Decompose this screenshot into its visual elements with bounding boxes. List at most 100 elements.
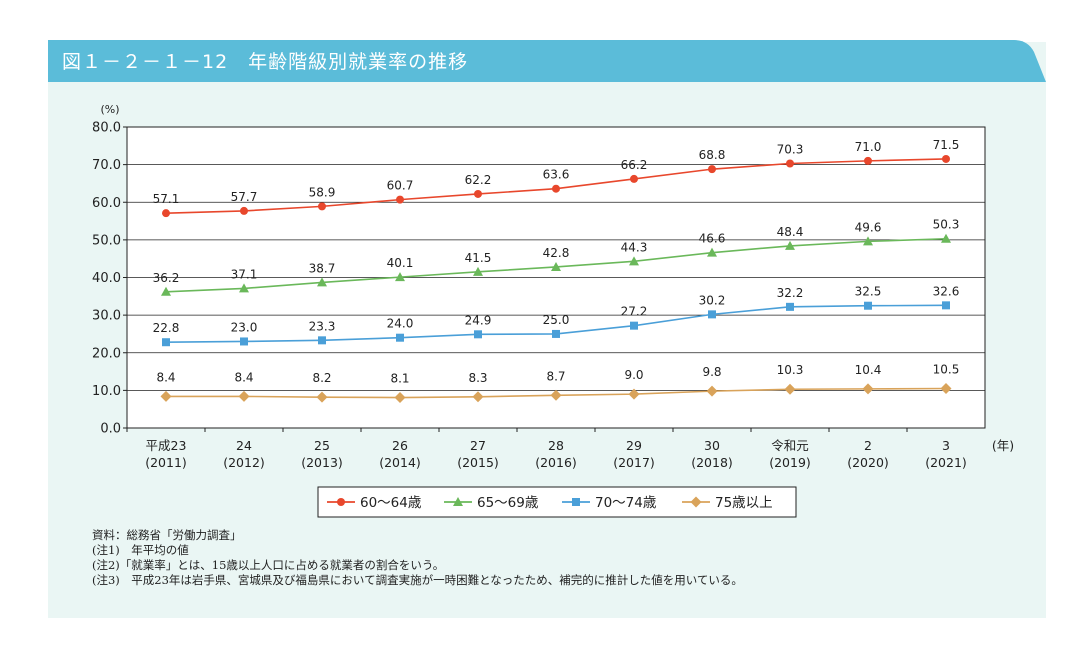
data-label: 23.3 — [309, 319, 336, 333]
data-label: 57.7 — [231, 190, 258, 204]
data-point — [238, 390, 250, 402]
data-label: 30.2 — [699, 293, 726, 307]
y-tick-label: 20.0 — [92, 346, 121, 361]
data-label: 58.9 — [309, 185, 336, 199]
data-label: 8.4 — [156, 370, 175, 384]
data-point — [942, 301, 950, 310]
data-label: 48.4 — [777, 225, 804, 239]
data-label: 68.8 — [699, 148, 726, 162]
data-point — [630, 321, 638, 330]
data-label: 8.4 — [234, 370, 253, 384]
data-point — [863, 236, 873, 246]
data-label: 63.6 — [543, 168, 570, 182]
x-tick-sublabel: (2017) — [613, 455, 655, 470]
data-point — [396, 333, 404, 342]
data-label: 44.3 — [621, 240, 648, 254]
data-point — [552, 329, 560, 338]
data-point — [240, 337, 248, 346]
data-label: 60.7 — [387, 179, 414, 193]
legend-swatch-marker — [453, 497, 463, 506]
data-label: 71.0 — [855, 140, 882, 154]
data-label: 32.2 — [777, 286, 804, 300]
x-tick-sublabel: (2016) — [535, 455, 577, 470]
data-label: 24.0 — [387, 317, 414, 331]
data-label: 66.2 — [621, 158, 648, 172]
data-point — [473, 266, 483, 276]
x-tick-label: 24 — [236, 438, 252, 453]
data-point — [862, 383, 874, 395]
y-tick-label: 10.0 — [92, 384, 121, 399]
data-label: 40.1 — [387, 256, 414, 270]
data-point — [318, 202, 326, 211]
y-tick-label: 0.0 — [100, 422, 121, 437]
legend-swatch-marker — [337, 498, 345, 506]
data-label: 36.2 — [153, 271, 180, 285]
data-label: 8.1 — [390, 372, 409, 386]
data-label: 57.1 — [153, 192, 180, 206]
legend-box — [317, 486, 797, 518]
data-label: 37.1 — [231, 267, 258, 281]
data-label: 8.2 — [312, 371, 331, 385]
data-label: 50.3 — [933, 218, 960, 232]
data-point — [630, 174, 638, 183]
figure-title: 図１－２－１－12 年齢階級別就業率の推移 — [62, 51, 469, 73]
data-point — [316, 391, 328, 403]
data-label: 8.7 — [546, 369, 565, 383]
data-label: 9.0 — [624, 368, 643, 382]
note-source: 資料：総務省「労働力調査」 — [92, 528, 242, 542]
y-tick-label: 40.0 — [92, 271, 121, 286]
data-point — [472, 391, 484, 403]
notes-block: 資料：総務省「労働力調査」 (注1) 年平均の値 (注2)「就業率」とは、15歳… — [92, 528, 743, 588]
data-point — [318, 336, 326, 345]
y-tick-label: 50.0 — [92, 233, 121, 248]
x-tick-label: 令和元 — [771, 438, 809, 453]
x-tick-sublabel: (2021) — [925, 455, 967, 470]
legend-swatch-marker — [690, 496, 702, 508]
data-label: 32.5 — [855, 285, 882, 299]
data-point — [474, 330, 482, 339]
x-axis-unit: (年) — [992, 438, 1014, 453]
x-tick-label: 27 — [470, 438, 486, 453]
note-2: (注2)「就業率」とは、15歳以上人口に占める就業者の割合をいう。 — [92, 558, 445, 572]
data-point — [240, 206, 248, 215]
x-tick-sublabel: (2020) — [847, 455, 889, 470]
data-point — [864, 156, 872, 165]
data-label: 9.8 — [702, 365, 721, 379]
data-point — [941, 233, 951, 243]
data-point — [474, 189, 482, 198]
data-label: 25.0 — [543, 313, 570, 327]
x-tick-sublabel: (2018) — [691, 455, 733, 470]
data-label: 8.3 — [468, 371, 487, 385]
data-point — [317, 277, 327, 287]
data-label: 42.8 — [543, 246, 570, 260]
y-tick-label: 70.0 — [92, 158, 121, 173]
data-point — [940, 382, 952, 394]
x-tick-label: 28 — [548, 438, 564, 453]
data-label: 71.5 — [933, 138, 960, 152]
data-label: 49.6 — [855, 220, 882, 234]
y-axis-unit: (%) — [100, 103, 119, 116]
data-label: 24.9 — [465, 313, 492, 327]
data-label: 32.6 — [933, 284, 960, 298]
x-tick-sublabel: (2015) — [457, 455, 499, 470]
y-tick-label: 60.0 — [92, 196, 121, 211]
data-point — [864, 301, 872, 310]
data-point — [629, 256, 639, 266]
data-point — [551, 261, 561, 271]
data-point — [628, 388, 640, 400]
y-tick-label: 30.0 — [92, 309, 121, 324]
data-label: 10.3 — [777, 363, 804, 377]
data-point — [396, 195, 404, 204]
data-label: 22.8 — [153, 321, 180, 335]
data-label: 23.0 — [231, 320, 258, 334]
data-label: 70.3 — [777, 142, 804, 156]
x-tick-label: 2 — [864, 438, 872, 453]
data-point — [786, 302, 794, 311]
data-point — [706, 385, 718, 397]
x-tick-sublabel: (2011) — [145, 455, 187, 470]
data-point — [707, 247, 717, 257]
note-3: (注3) 平成23年は岩手県、宮城県及び福島県において調査実施が一時困難となった… — [92, 573, 743, 587]
legend-label: 75歳以上 — [715, 495, 773, 511]
y-tick-label: 80.0 — [92, 121, 121, 136]
